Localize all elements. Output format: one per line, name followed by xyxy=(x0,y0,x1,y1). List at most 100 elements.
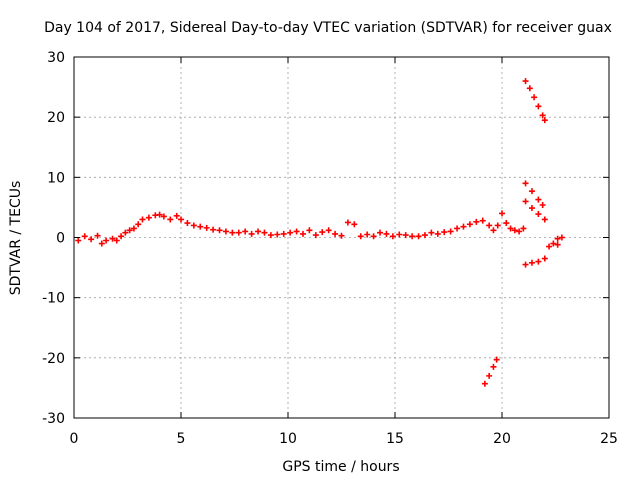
x-tick-labels: 0 5 10 15 20 25 xyxy=(70,431,618,447)
data-point xyxy=(441,229,448,236)
data-point xyxy=(113,237,120,244)
data-point xyxy=(261,229,268,236)
data-point xyxy=(190,222,197,229)
data-point xyxy=(319,229,326,236)
y-tick-label: -10 xyxy=(42,291,65,307)
data-point xyxy=(287,229,294,236)
data-point xyxy=(541,117,548,124)
data-point xyxy=(222,228,229,235)
y-tick-label: 20 xyxy=(47,110,65,126)
x-axis-label: GPS time / hours xyxy=(282,459,399,475)
data-point xyxy=(516,228,523,235)
data-point xyxy=(402,232,409,239)
data-point xyxy=(178,216,184,223)
x-tick-label: 25 xyxy=(600,431,618,447)
y-tick-label: 0 xyxy=(56,231,65,247)
data-point xyxy=(473,218,480,225)
data-point xyxy=(528,205,535,212)
data-point xyxy=(167,216,174,223)
data-point xyxy=(528,259,535,266)
data-point xyxy=(122,229,129,236)
data-point xyxy=(503,220,510,227)
data-point xyxy=(88,236,95,243)
x-tick-label: 0 xyxy=(70,431,79,447)
data-point xyxy=(541,216,548,223)
data-point xyxy=(490,227,497,234)
data-point xyxy=(396,231,403,238)
data-point xyxy=(428,229,435,236)
grid-lines xyxy=(74,57,609,418)
data-point xyxy=(75,237,82,244)
data-point xyxy=(528,188,535,195)
data-point xyxy=(173,212,180,219)
x-tick-label: 15 xyxy=(386,431,404,447)
data-point xyxy=(135,221,142,228)
data-point xyxy=(235,229,242,236)
data-point xyxy=(344,219,351,226)
data-point xyxy=(486,372,493,379)
data-point xyxy=(522,198,529,205)
series-high-arc xyxy=(522,78,548,124)
data-point xyxy=(103,237,110,244)
data-point xyxy=(522,261,529,268)
series-main-band xyxy=(75,210,527,247)
data-point xyxy=(511,227,518,234)
data-point xyxy=(454,225,461,232)
data-point xyxy=(466,221,473,228)
data-point xyxy=(409,233,416,240)
data-point xyxy=(370,233,377,240)
data-point xyxy=(494,222,501,229)
data-point xyxy=(255,228,262,235)
data-point xyxy=(267,232,274,239)
data-point xyxy=(447,228,454,235)
data-point xyxy=(479,217,486,224)
data-point xyxy=(118,233,125,240)
data-point xyxy=(280,230,287,237)
x-tick-label: 5 xyxy=(177,431,186,447)
data-point xyxy=(210,226,217,233)
data-point xyxy=(293,228,300,235)
data-point xyxy=(499,210,505,217)
data-point xyxy=(248,230,255,237)
x-tick-label: 10 xyxy=(279,431,297,447)
data-point xyxy=(203,224,210,231)
series-mid-arc-upper xyxy=(522,180,546,209)
data-point xyxy=(184,220,191,227)
data-point xyxy=(539,202,546,209)
data-point xyxy=(377,229,384,236)
data-point xyxy=(389,233,396,240)
data-point xyxy=(274,231,281,238)
data-point xyxy=(531,94,538,101)
y-tick-label: -20 xyxy=(42,351,65,367)
axis-ticks xyxy=(73,56,610,419)
data-point xyxy=(507,225,514,232)
data-point xyxy=(554,241,561,248)
data-point xyxy=(145,214,152,221)
data-point xyxy=(541,255,548,262)
data-point xyxy=(139,216,146,223)
series-negative-arc xyxy=(481,356,500,387)
data-point xyxy=(126,227,133,234)
data-point xyxy=(332,230,339,237)
data-point xyxy=(357,233,364,240)
data-point xyxy=(325,227,332,234)
data-point xyxy=(338,232,345,239)
data-point xyxy=(434,230,441,237)
data-point xyxy=(306,227,313,234)
data-point xyxy=(415,233,422,240)
data-point xyxy=(558,234,565,241)
data-point xyxy=(481,380,488,387)
data-point xyxy=(493,356,500,363)
data-point xyxy=(550,240,557,247)
data-point xyxy=(522,180,529,187)
data-points xyxy=(75,78,565,387)
data-point xyxy=(229,229,236,236)
data-point xyxy=(216,227,223,234)
data-point xyxy=(421,232,428,239)
y-tick-labels: -30 -20 -10 0 10 20 30 xyxy=(42,50,65,427)
data-point xyxy=(312,232,319,239)
y-tick-label: 30 xyxy=(47,50,65,66)
data-point xyxy=(109,235,116,242)
data-point xyxy=(383,230,390,237)
